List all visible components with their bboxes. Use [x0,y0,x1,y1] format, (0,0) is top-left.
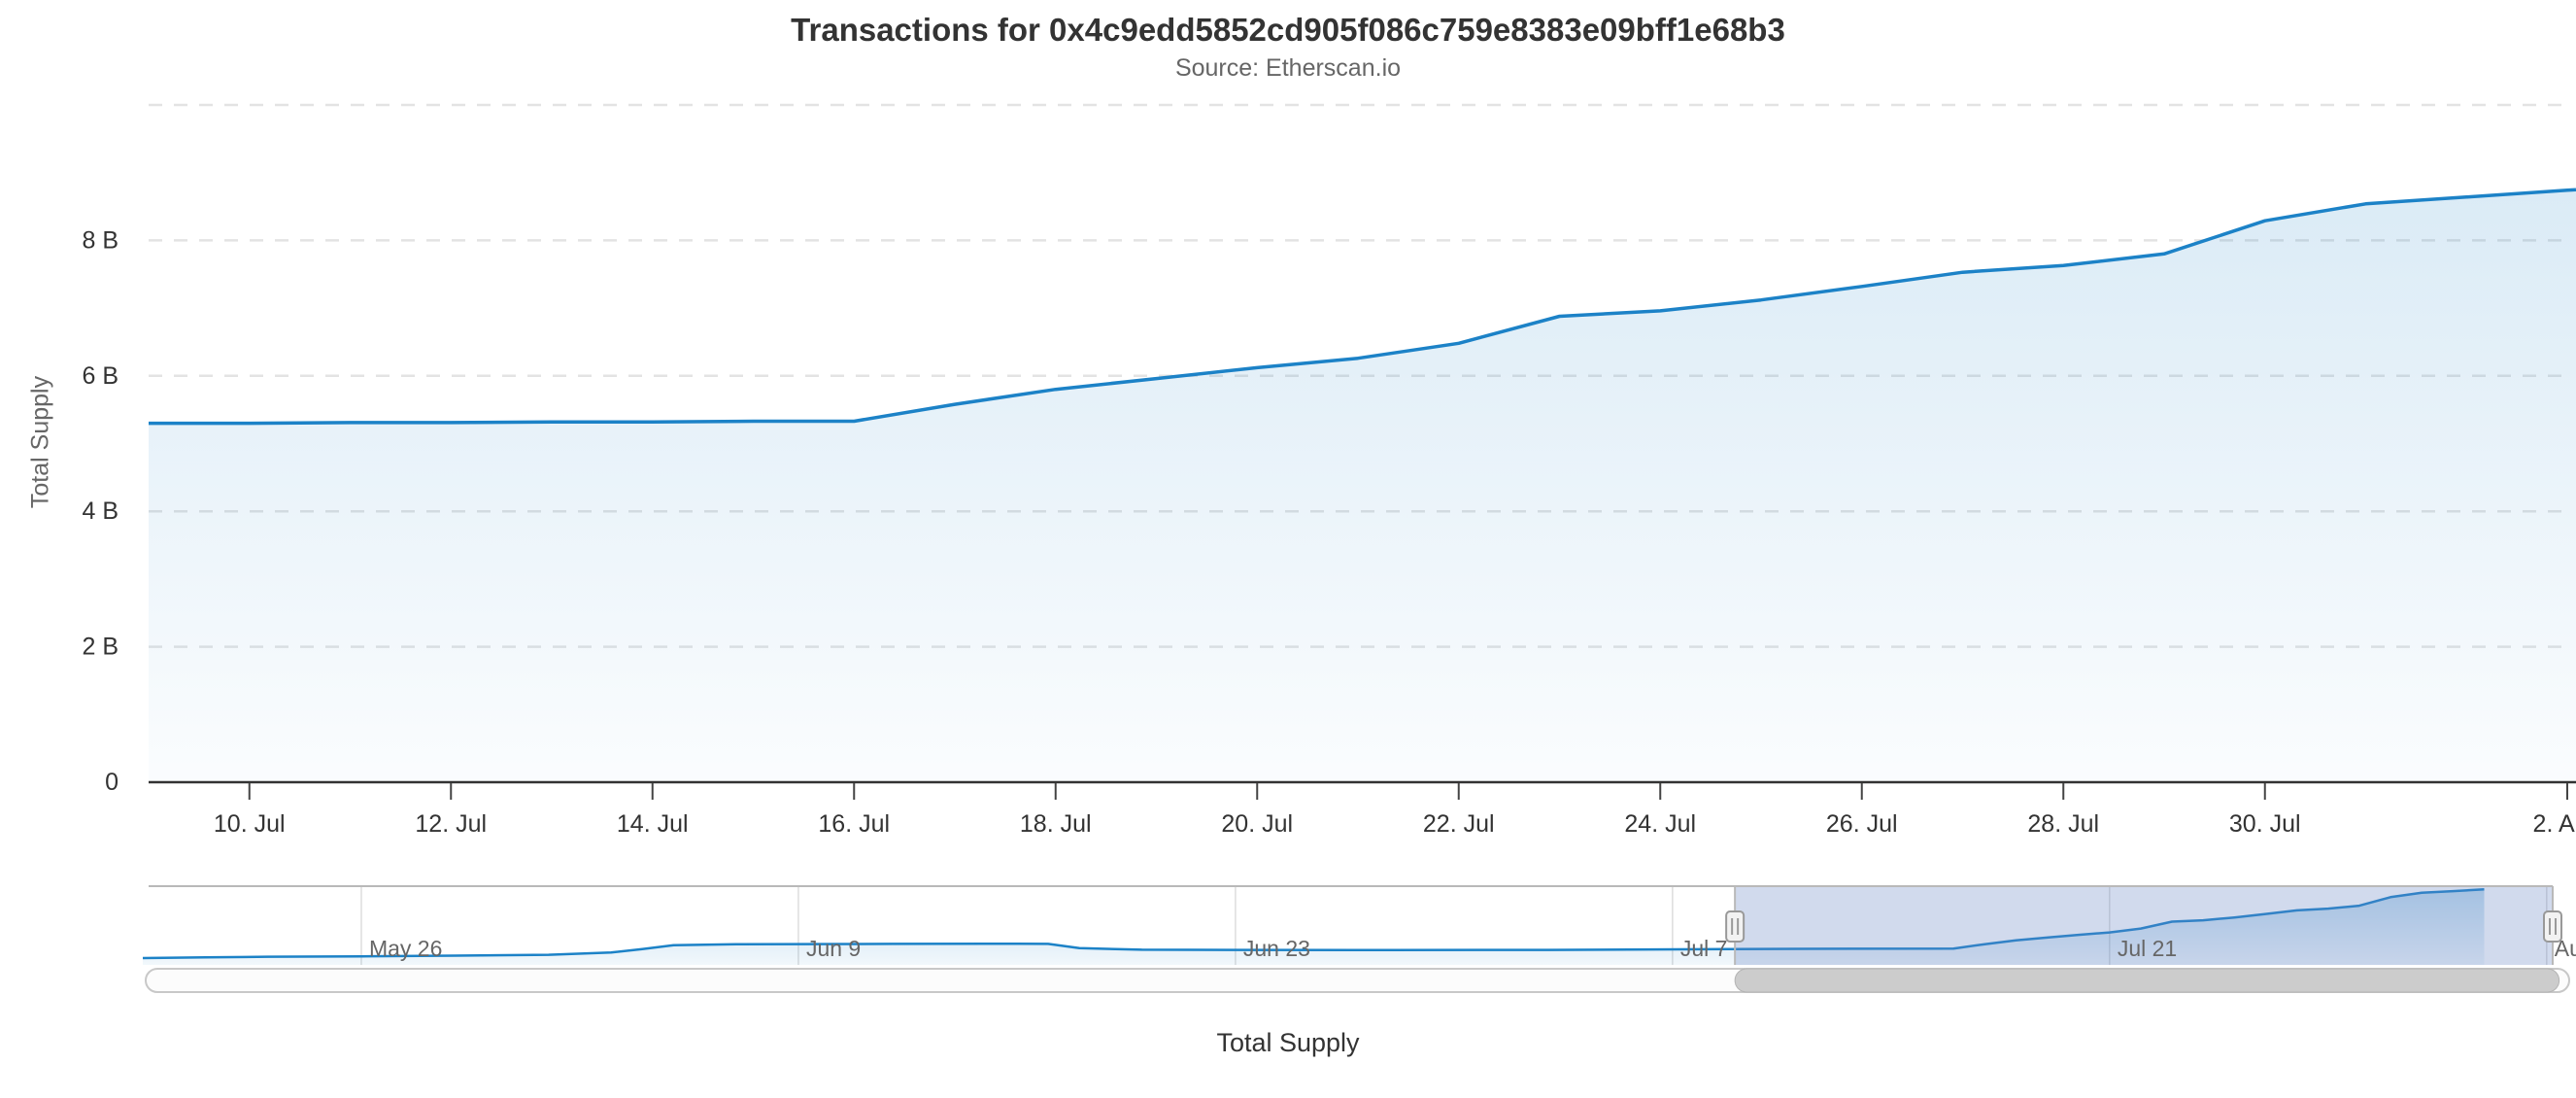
navigator-date-label: Jul 21 [2118,936,2177,961]
total-supply-line [149,188,2576,426]
legend: Total Supply [0,1028,2576,1058]
x-axis-label: 28. Jul [2027,810,2099,838]
navigator-series-area [143,889,2485,965]
navigator-date-label: Jun 9 [806,936,861,961]
navigator-handle-left[interactable] [1725,910,1746,943]
legend-item-total-supply[interactable]: Total Supply [1216,1028,1360,1057]
x-axis-label: 14. Jul [617,810,689,838]
y-axis-title: Total Supply [26,375,54,509]
y-axis-label: 2 B [82,634,119,661]
y-axis-label: 0 [105,769,119,796]
scrollbar-thumb[interactable] [1734,968,2560,993]
x-axis-label: 22. Jul [1423,810,1495,838]
x-axis-label: 30. Jul [2229,810,2301,838]
x-axis-label: 20. Jul [1221,810,1293,838]
y-axis-label: 6 B [82,362,119,390]
y-axis-label: 4 B [82,498,119,525]
x-axis-label: 18. Jul [1020,810,1092,838]
x-axis-label: 24. Jul [1624,810,1696,838]
navigator-date-label: May 26 [369,936,442,961]
total-supply-area [149,189,2576,782]
x-axis-label: 2. Aug [2533,810,2576,838]
navigator-selected-range[interactable] [1735,886,2553,965]
x-axis-label: 12. Jul [415,810,487,838]
x-axis-label: 10. Jul [214,810,286,838]
navigator-series-line [142,888,2485,960]
chart-subtitle: Source: Etherscan.io [1174,54,1402,82]
navigator-date-label: Jun 23 [1243,936,1310,961]
y-axis-label: 8 B [82,226,119,254]
navigator-date-label: Jul 7 [1680,936,1728,961]
chart-title: Transactions for 0x4c9edd5852cd905f086c7… [791,12,1785,48]
navigator-handle-right[interactable] [2543,910,2562,943]
navigator-date-label: Aug 4 [2555,936,2576,961]
x-axis-label: 16. Jul [818,810,890,838]
x-axis-label: 26. Jul [1826,810,1898,838]
